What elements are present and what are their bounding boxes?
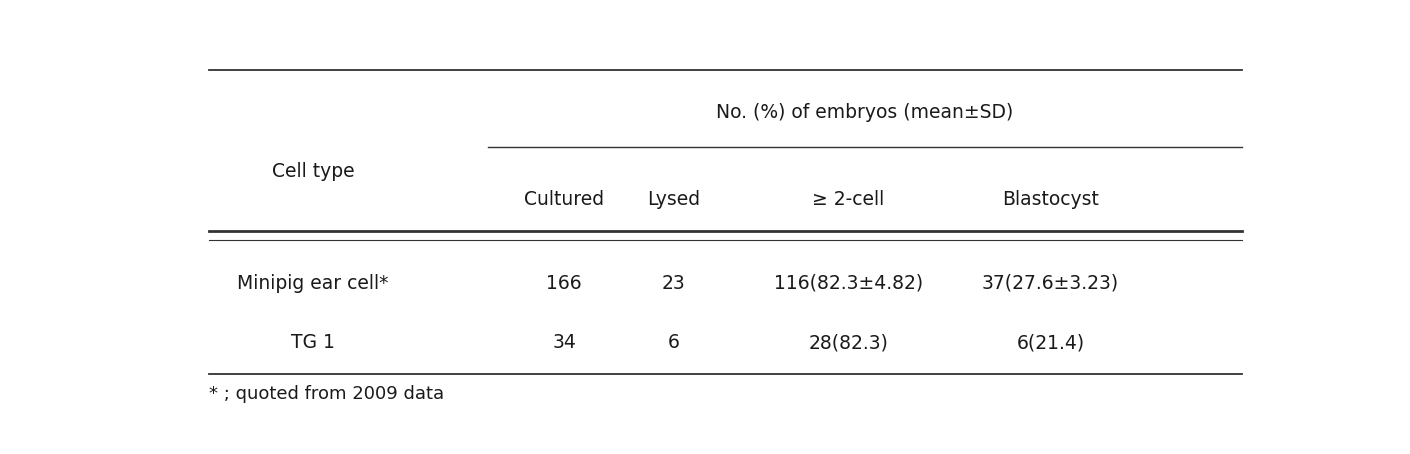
Text: 6(21.4): 6(21.4) (1017, 333, 1084, 352)
Text: 116(82.3±4.82): 116(82.3±4.82) (774, 274, 924, 293)
Text: Blastocyst: Blastocyst (1003, 190, 1098, 209)
Text: TG 1: TG 1 (290, 333, 334, 352)
Text: * ; quoted from 2009 data: * ; quoted from 2009 data (209, 385, 444, 403)
Text: 34: 34 (553, 333, 577, 352)
Text: 28(82.3): 28(82.3) (808, 333, 888, 352)
Text: Lysed: Lysed (647, 190, 699, 209)
Text: Cultured: Cultured (525, 190, 605, 209)
Text: 23: 23 (661, 274, 685, 293)
Text: Cell type: Cell type (272, 162, 354, 181)
Text: No. (%) of embryos (mean±SD): No. (%) of embryos (mean±SD) (716, 103, 1014, 122)
Text: Minipig ear cell*: Minipig ear cell* (237, 274, 389, 293)
Text: 166: 166 (546, 274, 582, 293)
Text: 6: 6 (667, 333, 680, 352)
Text: ≥ 2-cell: ≥ 2-cell (812, 190, 884, 209)
Text: 37(27.6±3.23): 37(27.6±3.23) (981, 274, 1120, 293)
